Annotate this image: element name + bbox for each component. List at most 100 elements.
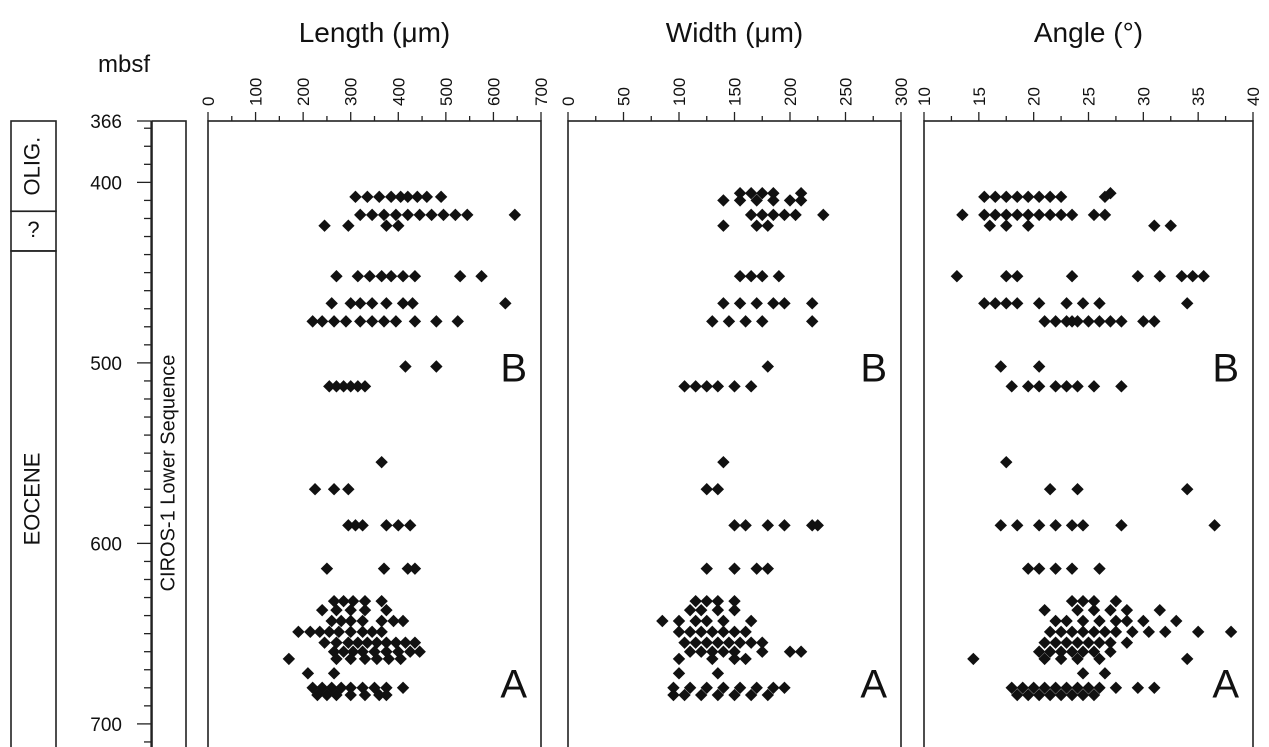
x-tick-label: 35 xyxy=(1189,87,1208,106)
data-point xyxy=(711,483,725,496)
data-point xyxy=(313,625,326,639)
data-point xyxy=(356,614,369,628)
data-point xyxy=(380,219,393,232)
data-point xyxy=(1054,652,1068,666)
panel-title: Width (μm) xyxy=(666,17,803,48)
x-tick-label: 0 xyxy=(559,97,578,106)
data-point xyxy=(1032,297,1046,310)
data-point xyxy=(380,519,393,532)
stratigraphy-unit-box xyxy=(10,250,57,747)
data-point xyxy=(1071,603,1084,617)
data-point xyxy=(1032,380,1046,393)
data-point xyxy=(1224,625,1238,639)
data-point xyxy=(403,645,417,658)
data-point xyxy=(983,219,996,232)
data-point xyxy=(356,519,369,532)
data-point xyxy=(767,187,780,200)
data-point xyxy=(1104,315,1117,328)
data-point xyxy=(394,190,407,204)
data-point xyxy=(672,614,686,628)
data-point xyxy=(408,636,422,649)
data-point xyxy=(330,603,343,617)
data-point xyxy=(756,636,769,649)
data-point xyxy=(1087,380,1101,393)
data-point xyxy=(1071,652,1084,666)
data-point xyxy=(756,208,769,222)
data-point xyxy=(368,645,381,658)
data-point xyxy=(678,688,691,702)
data-point xyxy=(717,219,730,232)
data-point xyxy=(380,603,393,617)
data-point xyxy=(1049,562,1062,575)
data-point xyxy=(1065,519,1079,532)
data-point xyxy=(683,681,697,694)
data-point xyxy=(365,625,379,639)
data-point xyxy=(1065,208,1079,222)
data-point xyxy=(711,667,725,680)
x-tick-label: 0 xyxy=(199,97,218,106)
data-point xyxy=(1076,667,1090,680)
data-point xyxy=(761,360,774,373)
data-point xyxy=(408,315,422,328)
data-point xyxy=(761,688,774,702)
data-point xyxy=(683,603,697,617)
data-point xyxy=(323,625,336,639)
data-point xyxy=(344,614,357,628)
data-point xyxy=(358,652,372,666)
data-point xyxy=(744,380,758,393)
data-point xyxy=(375,455,388,469)
data-point xyxy=(1000,270,1013,283)
panel: Width (μm) 0 50 100 150 200 250 300 B A xyxy=(559,17,911,747)
data-point xyxy=(339,315,353,328)
panel-letter: B xyxy=(1212,346,1239,390)
data-point xyxy=(1191,625,1205,639)
data-point xyxy=(330,380,343,393)
data-point xyxy=(1005,681,1018,694)
data-point xyxy=(437,208,450,222)
data-point xyxy=(361,636,374,649)
stratigraphy-unit-label: EOCENE xyxy=(19,453,44,546)
data-point xyxy=(1021,562,1035,575)
data-point xyxy=(363,270,376,283)
data-point xyxy=(358,594,372,608)
data-point xyxy=(327,667,341,680)
data-point xyxy=(1131,270,1145,283)
data-point xyxy=(1076,688,1090,702)
data-point xyxy=(1021,208,1035,222)
data-point xyxy=(756,315,769,328)
x-tick-label: 700 xyxy=(532,78,551,106)
x-tick-label: 600 xyxy=(484,78,503,106)
data-point xyxy=(356,625,369,639)
data-point xyxy=(750,194,763,207)
stratigraphy-unit-label: ? xyxy=(27,217,39,242)
data-point xyxy=(1060,380,1073,393)
data-point xyxy=(380,636,393,649)
data-point xyxy=(667,681,680,694)
data-point xyxy=(761,562,774,575)
data-point xyxy=(750,562,763,575)
data-point xyxy=(1093,681,1106,694)
data-point xyxy=(1000,455,1013,469)
depth-axis: mbsf 366 400 500 600 700 xyxy=(90,51,152,747)
data-point xyxy=(811,519,824,532)
data-point xyxy=(1011,688,1024,702)
data-point xyxy=(739,519,752,532)
data-point xyxy=(425,208,438,222)
data-point xyxy=(1098,208,1112,222)
data-point xyxy=(337,645,350,658)
data-point xyxy=(380,645,393,658)
x-tick-label: 30 xyxy=(1134,87,1153,106)
data-point xyxy=(1038,681,1051,694)
data-point xyxy=(1021,688,1035,702)
data-point xyxy=(508,208,522,222)
data-point xyxy=(700,636,713,649)
data-point xyxy=(365,208,379,222)
data-point xyxy=(1043,688,1057,702)
data-point xyxy=(399,360,412,373)
data-point xyxy=(332,625,346,639)
data-point xyxy=(783,645,797,658)
x-tick-label: 10 xyxy=(915,87,934,106)
data-point xyxy=(717,455,730,469)
data-point xyxy=(1076,297,1090,310)
x-tick-label: 150 xyxy=(726,78,745,106)
